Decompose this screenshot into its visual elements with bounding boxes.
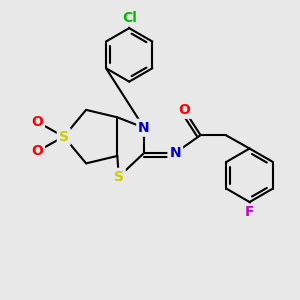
- Text: S: S: [114, 170, 124, 184]
- Text: O: O: [31, 145, 43, 158]
- Text: O: O: [178, 103, 190, 117]
- Text: O: O: [31, 115, 43, 129]
- Text: F: F: [245, 206, 254, 219]
- Text: Cl: Cl: [122, 11, 136, 25]
- Text: N: N: [169, 146, 181, 160]
- Text: N: N: [138, 121, 150, 135]
- Text: S: S: [59, 130, 69, 144]
